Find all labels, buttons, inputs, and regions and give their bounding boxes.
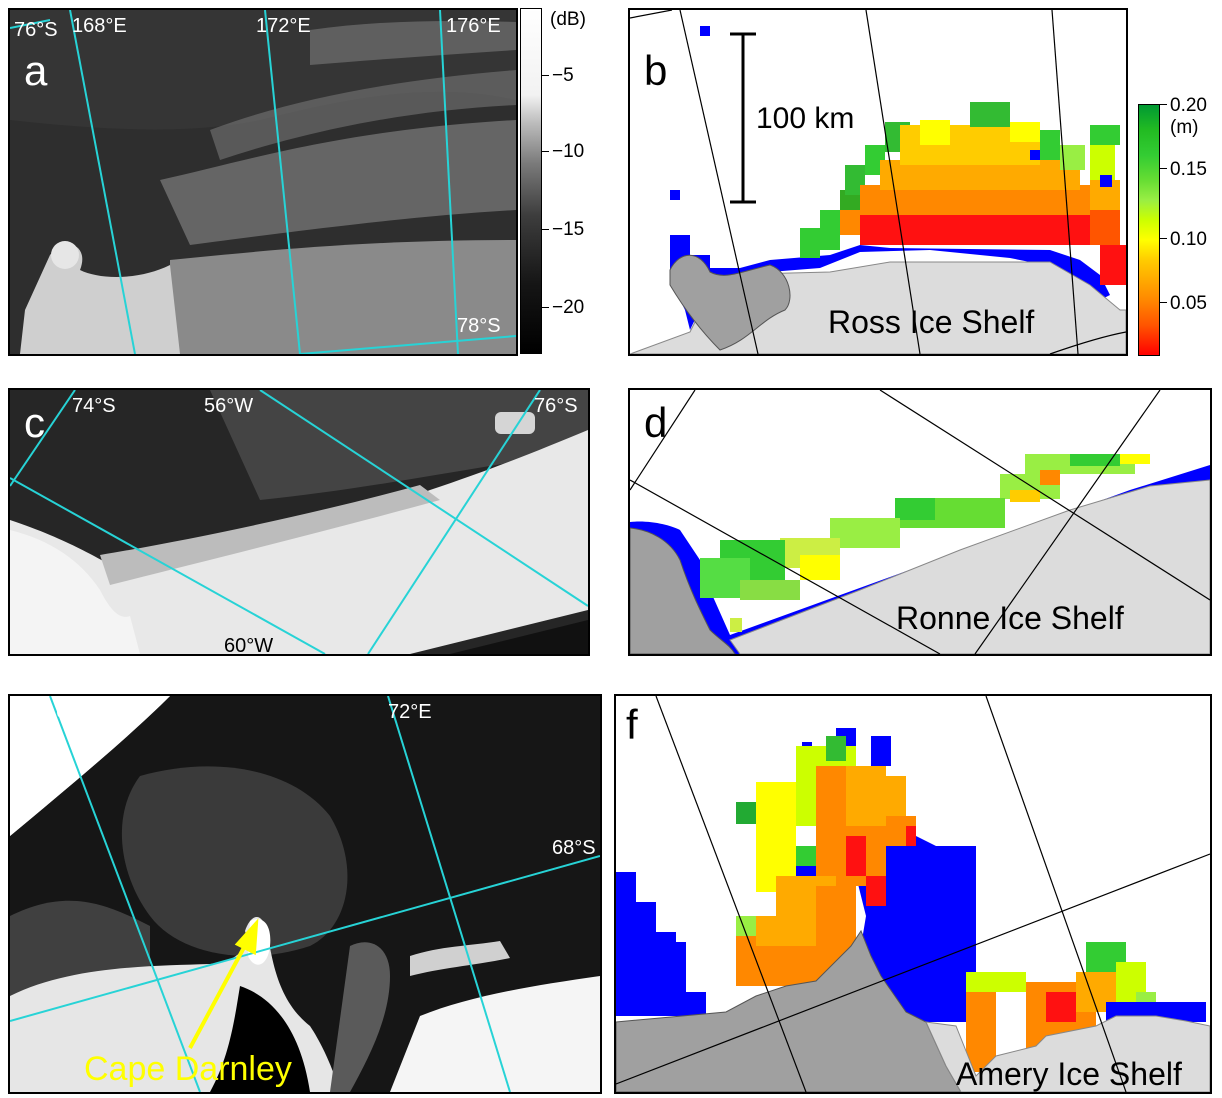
colorbar-m-tick: 0.15 <box>1170 159 1207 180</box>
graticule-c <box>10 390 588 654</box>
panel-c-sar-ronne: c 74°S 56°W 76°S 60°W <box>8 388 590 656</box>
panel-b-map-ross: b 100 km Ross Ice Shelf <box>628 8 1128 356</box>
colorbar-m-tick: 0.20 <box>1170 95 1207 116</box>
colorbar-m-tick: 0.10 <box>1170 229 1207 250</box>
panel-letter-f: f <box>626 701 638 748</box>
panel-d-map-ronne: d Ronne Ice Shelf <box>628 388 1212 656</box>
graticule-b <box>630 10 1126 354</box>
shelf-label-amery: Amery Ice Shelf <box>956 1056 1182 1092</box>
colorbar-m-tick: 0.05 <box>1170 293 1207 314</box>
cape-darnley-label: Cape Darnley <box>84 1050 292 1088</box>
colorbar-m <box>1138 104 1160 356</box>
coord-label: 176°E <box>446 15 501 37</box>
scale-bar-label: 100 km <box>756 102 855 135</box>
panel-letter-c: c <box>24 399 45 446</box>
scale-bar <box>730 32 756 204</box>
colorbar-db-tick: −15 <box>552 219 585 240</box>
colorbar-db-tick: −5 <box>552 65 574 86</box>
ice-shelf-land-f <box>925 1015 1210 1092</box>
sar-image-e <box>10 696 600 1092</box>
graticule-f <box>616 696 1210 1092</box>
panel-letter-a: a <box>24 47 48 94</box>
sar-image-a <box>10 10 516 354</box>
coord-label: 74°S <box>72 395 116 417</box>
map-d <box>630 390 1210 654</box>
annotation-arrow <box>188 918 259 1049</box>
sar-image-c <box>10 390 588 654</box>
shelf-label-ronne: Ronne Ice Shelf <box>896 600 1124 636</box>
colorbar-db-tick: −20 <box>552 297 585 318</box>
panel-f-map-amery: f Amery Ice Shelf <box>614 694 1212 1094</box>
coord-label: 76°S <box>14 19 58 41</box>
coord-label: 72°E <box>388 701 432 723</box>
graticule-d <box>630 390 1210 654</box>
map-f <box>616 696 1210 1092</box>
coord-label: 56°W <box>204 395 254 417</box>
coord-label: 168°E <box>72 15 127 37</box>
colorbar-db <box>520 8 542 354</box>
coord-label: 68°E <box>56 701 100 723</box>
coord-label: 68°S <box>552 837 596 859</box>
coord-label: 60°W <box>224 635 274 656</box>
graticule-a <box>10 10 516 354</box>
rock-land-b <box>669 254 791 351</box>
graticule-e <box>10 696 600 1092</box>
coord-label: 76°S <box>534 395 578 417</box>
shelf-label-ross: Ross Ice Shelf <box>828 304 1035 340</box>
panel-letter-b: b <box>644 47 668 94</box>
colorbar-db-unit: (dB) <box>550 9 586 30</box>
panel-e-sar-amery: e 68°E 72°E 68°S Cape Darnley <box>8 694 602 1094</box>
map-b <box>630 10 1126 354</box>
coord-label: 78°S <box>457 315 501 337</box>
panel-a-sar-ross: a 76°S 168°E 172°E 176°E 78°S <box>8 8 518 356</box>
coord-label: 172°E <box>256 15 311 37</box>
colorbar-db-tick: −10 <box>552 141 585 162</box>
colorbar-m-unit: (m) <box>1170 117 1199 138</box>
panel-letter-d: d <box>644 399 668 446</box>
rock-land-d <box>630 527 736 654</box>
panel-letter-e: e <box>24 701 48 748</box>
